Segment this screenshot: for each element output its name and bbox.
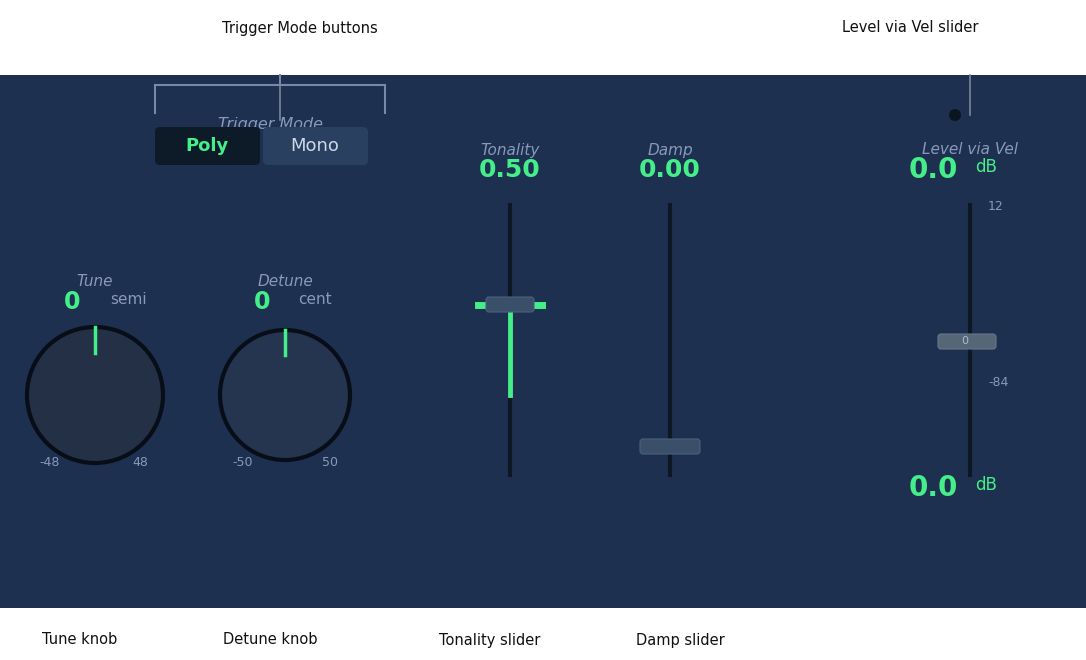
Text: semi: semi (110, 292, 147, 308)
Text: 50: 50 (323, 455, 338, 469)
Circle shape (949, 109, 961, 121)
FancyBboxPatch shape (938, 334, 996, 349)
Text: dB: dB (975, 158, 997, 176)
FancyBboxPatch shape (155, 127, 260, 165)
Text: Mono: Mono (291, 137, 340, 155)
Text: 0.0: 0.0 (909, 156, 958, 184)
FancyBboxPatch shape (487, 297, 534, 312)
Text: Damp: Damp (647, 143, 693, 158)
Text: dB: dB (975, 476, 997, 494)
Text: Tonality: Tonality (480, 143, 540, 158)
Text: Tune: Tune (77, 275, 113, 290)
Bar (0, 75, 1086, 608)
Text: 48: 48 (132, 455, 148, 469)
Text: 12: 12 (988, 201, 1003, 213)
Text: cent: cent (298, 292, 331, 308)
Text: Tonality slider: Tonality slider (440, 632, 541, 647)
Text: Detune knob: Detune knob (223, 632, 317, 647)
FancyBboxPatch shape (263, 127, 368, 165)
Text: Tune knob: Tune knob (42, 632, 117, 647)
Text: 0.0: 0.0 (909, 474, 958, 502)
Text: Level via Vel: Level via Vel (922, 143, 1018, 158)
Text: 0.50: 0.50 (479, 158, 541, 182)
Text: -84: -84 (988, 376, 1009, 389)
Text: Trigger Mode buttons: Trigger Mode buttons (223, 20, 378, 36)
Text: Damp slider: Damp slider (635, 632, 724, 647)
FancyBboxPatch shape (640, 439, 700, 454)
Text: -50: -50 (232, 455, 253, 469)
Circle shape (220, 330, 350, 460)
Text: 0: 0 (63, 290, 80, 314)
Text: Level via Vel slider: Level via Vel slider (842, 20, 978, 36)
Circle shape (27, 327, 163, 463)
Text: Detune: Detune (257, 275, 313, 290)
Text: Poly: Poly (186, 137, 229, 155)
Text: 0.00: 0.00 (639, 158, 700, 182)
Text: Trigger Mode: Trigger Mode (217, 117, 323, 131)
Text: 0: 0 (961, 336, 969, 346)
Text: -48: -48 (40, 455, 60, 469)
Text: 0: 0 (253, 290, 270, 314)
